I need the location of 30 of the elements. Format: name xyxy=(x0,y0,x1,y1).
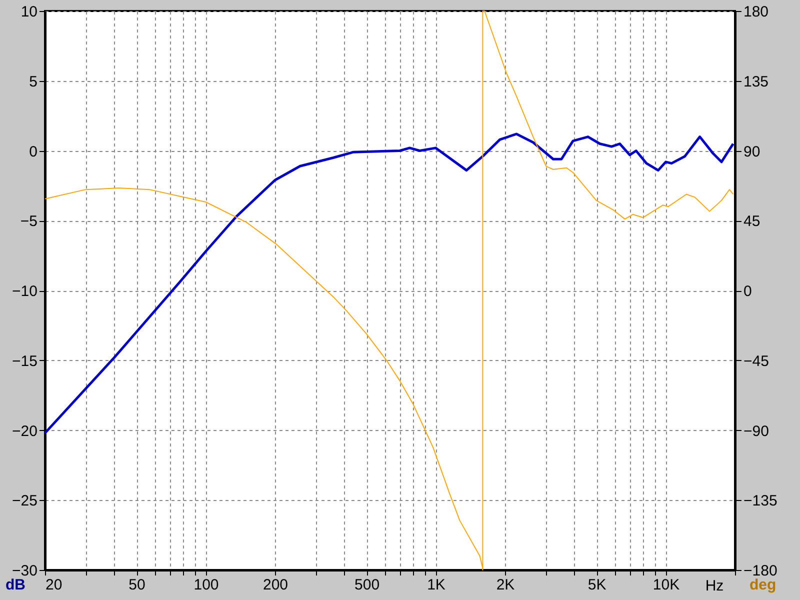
y2-tick-label: −135 xyxy=(744,492,778,510)
x-tick-label: 100 xyxy=(194,576,219,594)
x-tick-label: 2K xyxy=(496,576,515,594)
y2-tick-label: 45 xyxy=(744,213,760,230)
y-tick-label: −30 xyxy=(12,562,38,580)
y-tick-label: 0 xyxy=(29,143,38,160)
x-tick-label: 20 xyxy=(46,576,62,594)
x-tick-label: 5K xyxy=(588,576,606,594)
x-tick-label: 10K xyxy=(652,576,680,594)
y2-tick-label: −90 xyxy=(744,422,769,440)
x-tick-label: 1K xyxy=(427,576,446,594)
y-tick-label: 5 xyxy=(29,73,38,90)
y2-tick-label: 0 xyxy=(744,283,752,300)
y2-tick-label: 90 xyxy=(744,143,760,160)
x-axis-title: Hz xyxy=(705,578,724,594)
x-tick-label: 50 xyxy=(128,576,146,594)
y-tick-label: −25 xyxy=(12,492,38,510)
y-tick-label: −5 xyxy=(20,213,38,230)
y-axis-title: dB xyxy=(6,576,26,594)
x-tick-label: 500 xyxy=(354,576,380,594)
y2-axis-title: deg xyxy=(750,576,776,594)
y-tick-label: 10 xyxy=(20,4,38,20)
y-tick-label: −10 xyxy=(12,283,38,300)
y-tick-label: −15 xyxy=(12,352,38,370)
y2-tick-label: −180 xyxy=(744,562,778,580)
x-tick-label: 200 xyxy=(262,576,288,594)
y-tick-label: −20 xyxy=(12,422,38,440)
y2-tick-label: 180 xyxy=(744,4,769,20)
y2-tick-label: 135 xyxy=(744,73,769,90)
y2-tick-label: −45 xyxy=(744,352,769,370)
